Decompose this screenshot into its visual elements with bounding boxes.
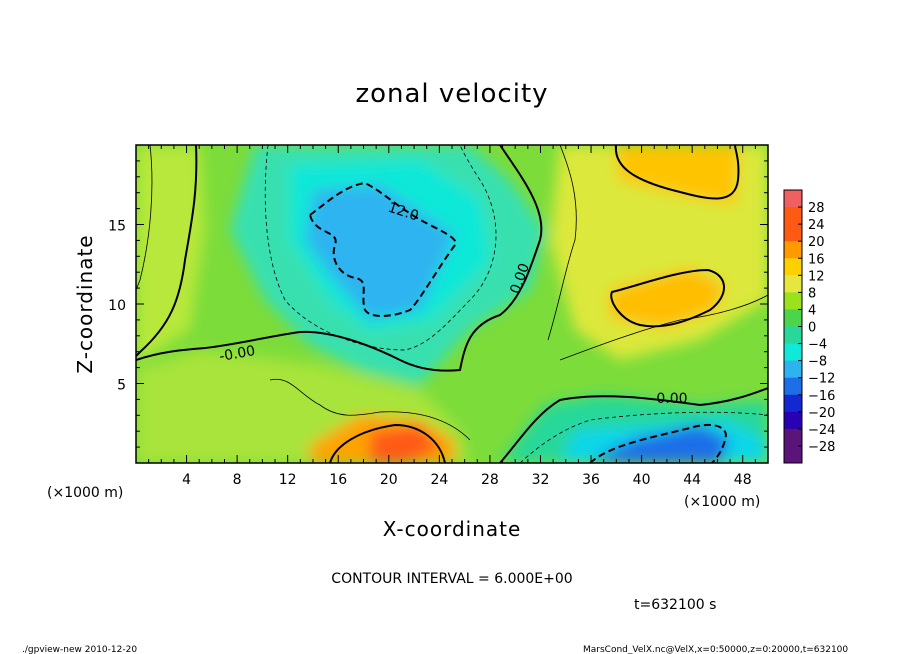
y-tick-label: 15 (108, 219, 126, 235)
x-axis-unit-left: (×1000 m) (47, 485, 123, 501)
time-stamp: t=632100 s (634, 597, 716, 613)
x-axis-label: X-coordinate (383, 517, 522, 541)
colorbar-swatch (784, 326, 802, 345)
field-region-left (136, 145, 205, 360)
x-tick-label: 12 (279, 472, 297, 488)
y-axis: 5 10 15 (108, 144, 768, 464)
x-tick-label: 24 (430, 472, 448, 488)
colorbar-swatch (784, 292, 802, 310)
x-tick-label: 4 (182, 472, 191, 488)
footer-left: ./gpview-new 2010-12-20 (22, 645, 137, 654)
colorbar-swatch (784, 207, 802, 225)
colorbar-swatch (784, 309, 802, 327)
colorbar-swatch (784, 241, 802, 259)
colorbar-label: −8 (808, 355, 827, 370)
contour-label-zero-c: 0.00 (656, 391, 687, 407)
chart-title: zonal velocity (355, 79, 548, 109)
contour-neg12-bottom (589, 423, 728, 463)
colorbar-label: 0 (808, 321, 816, 336)
colorbar-label: 8 (808, 286, 816, 301)
field-region-orange-top (615, 145, 740, 205)
y-tick-label: 10 (108, 298, 126, 314)
contour-zero-right (499, 387, 768, 463)
footer-right: MarsCond_VelX.nc@VelX,x=0:50000,z=0:2000… (583, 645, 848, 654)
x-tick-label: 40 (633, 472, 651, 488)
colorbar-label: −16 (808, 389, 835, 404)
colorbar: 28 24 20 16 12 8 4 0 −4 −8 −12 −16 −20 −24 −28 (783, 189, 835, 464)
colorbar-label: −20 (808, 406, 835, 421)
contour-labels: 12.0 0.00 -0.00 0.00 (218, 200, 688, 407)
colorbar-swatch (784, 190, 802, 208)
contour-orange-top (614, 145, 740, 200)
colorbar-label: −24 (808, 423, 835, 438)
x-tick-label: 16 (329, 472, 347, 488)
colorbar-swatch (784, 258, 802, 276)
contour-interval: CONTOUR INTERVAL = 6.000E+00 (331, 571, 572, 587)
contour-label-zero-b: -0.00 (218, 343, 256, 365)
contour-neg6-bottom (519, 411, 768, 463)
colorbar-label: 12 (808, 269, 825, 284)
x-tick-label: 28 (481, 472, 499, 488)
colorbar-swatch (784, 411, 802, 430)
x-axis-unit-right: (×1000 m) (684, 494, 760, 510)
contour-neg12 (308, 181, 457, 317)
colorbar-label: −12 (808, 372, 835, 387)
contour-pos6-right-b (559, 294, 768, 361)
colorbar-label: 24 (808, 218, 825, 233)
colorbar-swatch (784, 224, 802, 242)
colorbar-label: −28 (808, 440, 835, 455)
contour-pos6-right (547, 145, 577, 341)
y-axis-label: Z-coordinate (73, 234, 97, 373)
colorbar-label: 16 (808, 252, 825, 267)
colorbar-swatch (784, 377, 802, 396)
field-region-blue-bottom-right (590, 425, 730, 463)
colorbar-swatch (784, 428, 802, 447)
contour-orange-bottom (329, 423, 446, 463)
x-tick-label: 8 (233, 472, 242, 488)
colorbar-swatch (784, 343, 802, 362)
contour-zero-left (136, 145, 198, 357)
field-region-orange-mid (610, 268, 725, 328)
contour-orange-mid (610, 268, 725, 328)
x-tick-label: 32 (532, 472, 550, 488)
x-axis: 4 8 12 16 20 24 28 32 36 40 44 48 (135, 145, 769, 488)
contour-neg6 (264, 145, 497, 351)
x-tick-label: 44 (683, 472, 701, 488)
colorbar-swatch (784, 394, 802, 413)
colorbar-swatch (784, 445, 802, 464)
contour-pos6-bottom (269, 378, 471, 441)
colorbar-label: 28 (808, 201, 825, 216)
colorbar-swatch (784, 275, 802, 293)
y-tick-label: 5 (117, 378, 126, 394)
colorbar-swatch (784, 360, 802, 379)
x-tick-label: 20 (380, 472, 398, 488)
x-tick-label: 48 (734, 472, 752, 488)
contour-lines (136, 145, 768, 463)
x-tick-label: 36 (582, 472, 600, 488)
field-region-red-bottom (370, 425, 440, 463)
contour-pos6-left (136, 145, 153, 291)
colorbar-label: 4 (808, 303, 816, 318)
colorbar-label: −4 (808, 338, 827, 353)
contour-zero-main (136, 145, 543, 372)
heatmap-field: 12.0 0.00 -0.00 0.00 (136, 145, 768, 463)
colorbar-label: 20 (808, 235, 825, 250)
